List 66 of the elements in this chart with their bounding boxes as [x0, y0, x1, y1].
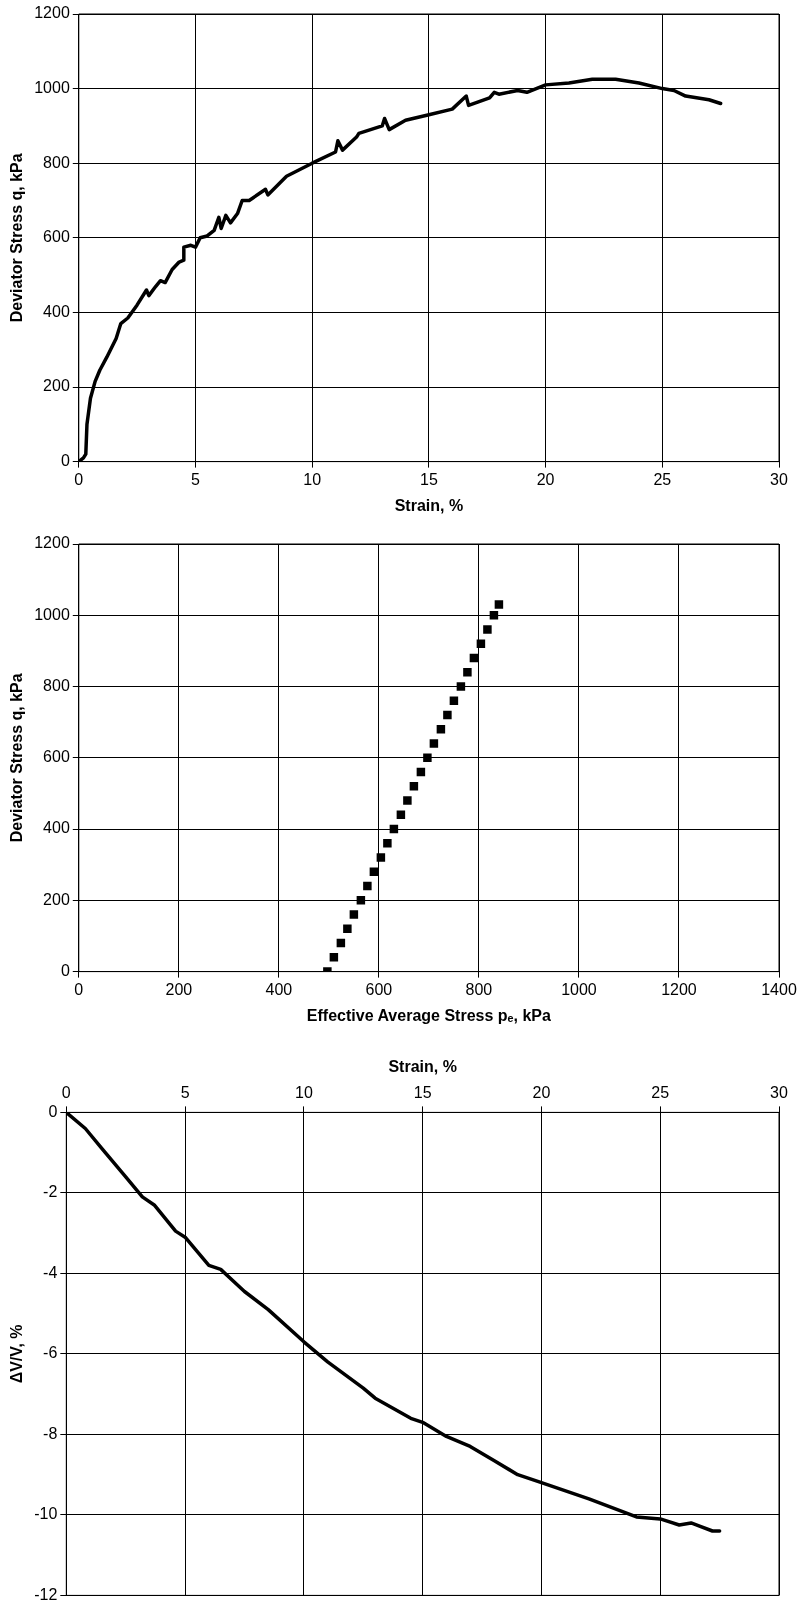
- y-tick-label: -10: [34, 1505, 58, 1523]
- x-tick-label: 20: [532, 1084, 551, 1102]
- point: [356, 896, 366, 905]
- y-tick-label: 1200: [34, 4, 70, 22]
- y-axis-title: ΔV/V, %: [8, 1324, 26, 1384]
- y-tick-label: -4: [43, 1263, 58, 1281]
- point: [409, 782, 419, 791]
- point: [489, 611, 499, 620]
- x-tick-label: 10: [294, 1084, 313, 1102]
- point: [383, 839, 392, 848]
- point: [494, 600, 504, 609]
- x-tick-label: 10: [303, 470, 322, 488]
- point: [329, 953, 339, 962]
- x-tick-label: 1200: [661, 980, 697, 998]
- y-tick-label: 200: [43, 377, 70, 395]
- x-axis-title: Strain, %: [388, 1058, 457, 1076]
- x-tick-label: 0: [74, 980, 84, 998]
- point: [363, 881, 372, 891]
- y-tick-label: 600: [43, 228, 70, 246]
- x-tick-label: 600: [365, 980, 393, 998]
- x-tick-label: 5: [180, 1084, 190, 1102]
- x-axis-title: Strain, %: [394, 496, 464, 514]
- point: [403, 796, 412, 805]
- point: [456, 682, 466, 691]
- y-tick-label: 200: [43, 890, 70, 908]
- x-tick-label: 25: [653, 470, 672, 488]
- x-tick-label: 400: [265, 980, 293, 998]
- y-axis-title: Deviator Stress q, kPa: [8, 673, 26, 843]
- x-tick-label: 0: [74, 470, 84, 488]
- x-tick-label: 30: [770, 470, 788, 488]
- x-tick-label: 25: [651, 1084, 670, 1102]
- point: [443, 710, 452, 720]
- y-tick-label: -6: [43, 1344, 58, 1362]
- x-tick-label: 200: [165, 980, 193, 998]
- point: [423, 753, 432, 763]
- point: [349, 910, 359, 919]
- y-tick-label: -12: [34, 1585, 58, 1603]
- y-tick-label: 1200: [34, 534, 70, 552]
- x-axis-title: Effective Average Stress pₑ, kPa: [306, 1006, 552, 1024]
- point: [343, 924, 352, 934]
- y-tick-label: -2: [43, 1183, 58, 1201]
- y-axis-title: Deviator Stress q, kPa: [8, 153, 26, 323]
- x-tick-label: 20: [536, 470, 555, 488]
- y-tick-label: 800: [43, 153, 70, 171]
- point: [429, 739, 439, 748]
- point: [483, 625, 492, 634]
- y-tick-label: 600: [43, 748, 70, 766]
- y-tick-label: 1000: [34, 605, 70, 623]
- y-tick-label: 1000: [34, 79, 70, 97]
- x-tick-label: 1400: [761, 980, 797, 998]
- y-tick-label: 800: [43, 676, 70, 694]
- x-tick-label: 15: [420, 470, 438, 488]
- x-tick-label: 30: [770, 1084, 788, 1102]
- y-tick-label: -8: [43, 1424, 58, 1442]
- y-tick-label: 400: [43, 302, 70, 320]
- y-tick-label: 0: [48, 1102, 58, 1120]
- y-tick-label: 0: [60, 452, 70, 470]
- x-tick-label: 1000: [561, 980, 597, 998]
- x-tick-label: 800: [465, 980, 493, 998]
- x-tick-label: 15: [413, 1084, 432, 1102]
- point: [436, 725, 446, 734]
- y-tick-label: 0: [60, 962, 70, 980]
- point: [463, 668, 472, 677]
- point: [376, 853, 386, 862]
- x-tick-label: 5: [191, 470, 201, 488]
- y-tick-label: 400: [43, 819, 70, 837]
